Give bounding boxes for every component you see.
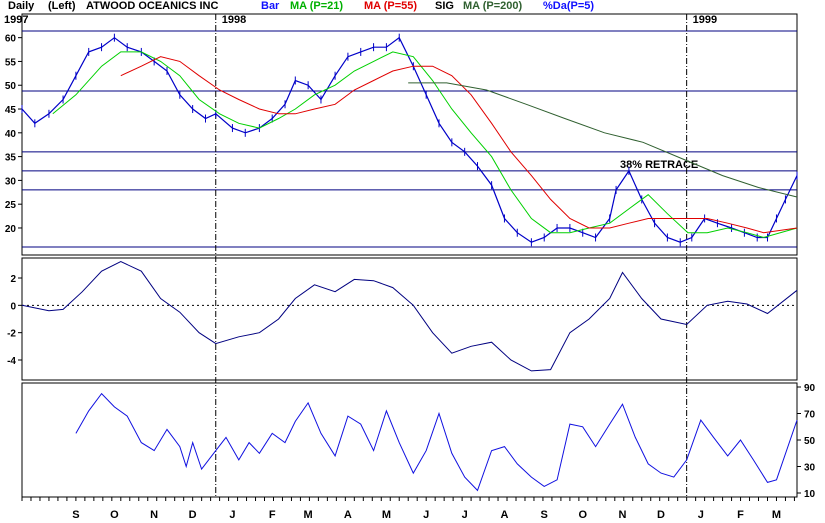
header-period: Daily (8, 0, 35, 12)
y-tick-label: 20 (5, 224, 17, 235)
header-side: (Left) (48, 0, 76, 12)
legend-ma21: MA (P=21) (290, 0, 343, 12)
month-label: N (619, 509, 627, 521)
y-tick-label: 90 (804, 383, 816, 394)
year-label: 1997 (4, 14, 28, 26)
panel-frame-price (21, 13, 798, 256)
y-tick-label: 45 (5, 105, 17, 116)
chart-header: Daily (Left) ATWOOD OCEANICS INC Bar MA … (8, 0, 594, 12)
month-label: F (737, 509, 744, 521)
y-tick-label: -2 (7, 329, 16, 340)
month-label: N (150, 509, 158, 521)
month-label: M (772, 509, 781, 521)
pct-series-line (75, 392, 798, 492)
legend-ma55: MA (P=55) (364, 0, 417, 12)
y-tick-label: 0 (10, 301, 16, 312)
y-tick-label: 10 (804, 489, 816, 500)
month-label: O (578, 509, 587, 521)
y-tick-label: 55 (5, 57, 17, 68)
y-tick-label: -4 (7, 356, 16, 367)
month-label: J (698, 509, 704, 521)
y-tick-label: 25 (5, 200, 17, 211)
retrace-annotation: 38% RETRACE (620, 159, 698, 171)
legend-sig: SIG (435, 0, 454, 12)
y-tick-label: 70 (804, 410, 816, 421)
header-name: ATWOOD OCEANICS INC (86, 0, 218, 12)
ma55-series-line (120, 56, 798, 234)
month-label: A (344, 509, 352, 521)
y-tick-label: 50 (5, 81, 17, 92)
y-tick-label: 40 (5, 129, 17, 140)
panel-frame-pct (21, 382, 798, 498)
month-label: J (229, 509, 235, 521)
y-tick-label: 50 (804, 436, 816, 447)
legend-pct: %Da(P=5) (543, 0, 594, 12)
month-label: M (382, 509, 391, 521)
year-label: 1999 (693, 14, 717, 26)
panel-frame-osc (21, 257, 798, 381)
month-label: D (189, 509, 197, 521)
y-tick-label: 30 (5, 176, 17, 187)
month-label: J (462, 509, 468, 521)
legend-ma200: MA (P=200) (463, 0, 523, 12)
y-tick-label: 35 (5, 153, 17, 164)
y-tick-label: 60 (5, 34, 17, 45)
month-label: A (500, 509, 508, 521)
ma200-series-line (408, 82, 798, 198)
month-label: O (110, 509, 119, 521)
month-label: S (541, 509, 548, 521)
month-label: M (304, 509, 313, 521)
month-label: F (269, 509, 276, 521)
oscillator-series-line (21, 261, 798, 372)
year-label: 1998 (222, 14, 246, 26)
month-label: S (72, 509, 79, 521)
price-series-line (21, 36, 798, 243)
y-tick-label: 30 (804, 463, 816, 474)
y-tick-label: 2 (10, 274, 16, 285)
ma21-series-line (52, 51, 798, 239)
month-label: J (423, 509, 429, 521)
month-label: D (657, 509, 665, 521)
legend-bar: Bar (261, 0, 280, 12)
